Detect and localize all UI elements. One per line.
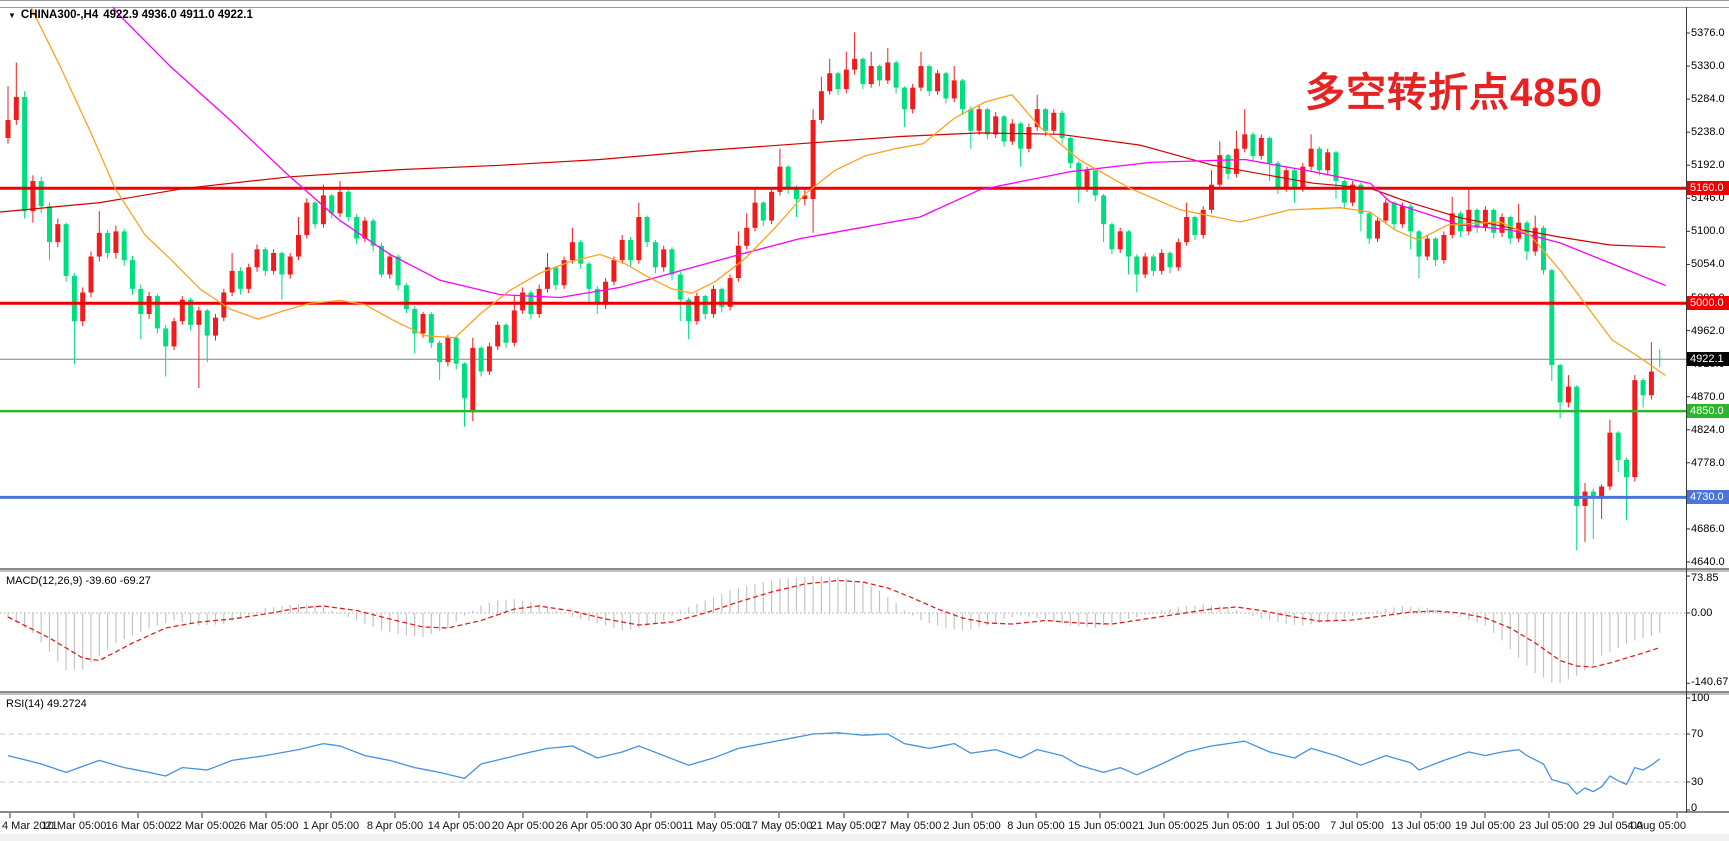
collapse-chart-icon[interactable]: ▼ (8, 10, 16, 20)
current-price-label: 4922.1 (1687, 352, 1729, 367)
price-axis-tick[interactable]: 5376.0 (1691, 27, 1725, 39)
rsi-axis-tick[interactable]: 70 (1691, 728, 1704, 740)
level-price-label: 4850.0 (1687, 404, 1729, 419)
time-axis-label[interactable]: 29 Jul 05:00 (1583, 820, 1643, 832)
time-axis-label[interactable]: 25 Jun 05:00 (1196, 820, 1260, 832)
macd-axis-zero[interactable]: 0.00 (1691, 607, 1713, 619)
chart-title: ▼ CHINA300-,H4 4922.9 4936.0 4911.0 4922… (8, 9, 253, 21)
main-price-panel[interactable] (0, 0, 1686, 551)
ma-magenta (111, 7, 1666, 299)
ma-orange (30, 7, 1666, 376)
window-top-divider (0, 0, 1729, 8)
time-axis-label[interactable]: 2 Jun 05:00 (943, 820, 1001, 832)
price-axis-tick[interactable]: 4824.0 (1691, 423, 1725, 436)
time-axis-label[interactable]: 8 Apr 05:00 (366, 820, 424, 832)
time-axis-label[interactable]: 13 Jul 05:00 (1391, 820, 1451, 832)
time-axis-label[interactable]: 19 Jul 05:00 (1455, 820, 1515, 832)
support-resistance-lines[interactable] (0, 186, 1686, 499)
time-axis-label[interactable]: 30 Apr 05:00 (619, 820, 683, 832)
bottom-strip (0, 834, 1729, 841)
time-axis-label[interactable]: 26 Apr 05:00 (555, 820, 619, 832)
price-axis-tick[interactable]: 5330.0 (1691, 60, 1725, 73)
price-axis-tick[interactable]: 5238.0 (1691, 126, 1725, 139)
rsi-panel[interactable] (0, 732, 1686, 795)
time-axis-label[interactable]: 22 Mar 05:00 (169, 820, 235, 832)
time-axis-label[interactable]: 8 Jun 05:00 (1007, 820, 1065, 832)
price-axis-tick[interactable]: 4778.0 (1691, 456, 1725, 469)
time-axis-label[interactable]: 21 Jun 05:00 (1132, 820, 1196, 832)
ma-red (0, 132, 1666, 248)
time-axis-label[interactable]: 14 Apr 05:00 (427, 820, 491, 832)
price-axis-tick[interactable]: 5100.0 (1691, 225, 1725, 238)
price-axis-tick[interactable]: 4870.0 (1691, 390, 1725, 403)
time-axis-label[interactable]: 1 Apr 05:00 (302, 820, 360, 832)
time-axis-label[interactable]: 16 Mar 05:00 (105, 820, 171, 832)
rsi-line (7, 732, 1661, 795)
rsi-axis-tick[interactable]: 0 (1691, 802, 1698, 814)
time-axis-label[interactable]: 11 May 05:00 (682, 820, 748, 832)
candles (5, 32, 1663, 551)
level-price-label: 5000.0 (1687, 296, 1729, 311)
time-axis-label[interactable]: 4 Mar 2021 (2, 820, 58, 832)
time-axis-label[interactable]: 27 May 05:00 (874, 820, 942, 832)
level-price-label: 4730.0 (1687, 490, 1729, 505)
price-axis-divider (1686, 7, 1687, 813)
rsi-axis-tick[interactable]: 100 (1691, 692, 1710, 704)
rsi-indicator-label: RSI(14) 49.2724 (6, 698, 87, 710)
price-axis-tick[interactable]: 4686.0 (1691, 522, 1725, 535)
macd-axis-max[interactable]: 73.85 (1691, 572, 1719, 585)
macd-indicator-label: MACD(12,26,9) -39.60 -69.27 (6, 575, 151, 587)
time-axis-label[interactable]: 21 May 05:00 (810, 820, 878, 832)
macd-panel[interactable] (0, 576, 1686, 683)
time-axis-label[interactable]: 26 Mar 05:00 (233, 820, 299, 832)
price-axis-tick[interactable]: 5192.0 (1691, 159, 1725, 172)
ohlc-quote-label: 4922.9 4936.0 4911.0 4922.1 (103, 9, 253, 21)
price-axis-tick[interactable]: 4962.0 (1691, 324, 1725, 337)
annotation-text[interactable]: 多空转折点4850 (1305, 71, 1603, 115)
time-axis-label[interactable]: 10 Mar 05:00 (41, 820, 107, 832)
time-axis-label[interactable]: 17 May 05:00 (745, 820, 813, 832)
time-axis-label[interactable]: 4 Aug 05:00 (1627, 820, 1686, 832)
price-axis-tick[interactable]: 5146.0 (1691, 192, 1725, 205)
time-axis-label[interactable]: 7 Jul 05:00 (1330, 820, 1384, 832)
macd-signal-line (7, 579, 1660, 668)
time-axis-label[interactable]: 15 Jun 05:00 (1068, 820, 1132, 832)
price-axis-tick[interactable]: 5284.0 (1691, 93, 1725, 106)
price-axis-tick[interactable]: 4640.0 (1691, 556, 1725, 568)
time-axis-label[interactable]: 20 Apr 05:00 (491, 820, 555, 832)
time-axis-label[interactable]: 1 Jul 05:00 (1266, 820, 1320, 832)
price-axis-tick[interactable]: 5054.0 (1691, 258, 1725, 271)
level-price-label: 5160.0 (1687, 181, 1729, 196)
time-axis-label[interactable]: 23 Jul 05:00 (1519, 820, 1579, 832)
symbol-period-label: CHINA300-,H4 (20, 9, 99, 21)
rsi-axis-tick[interactable]: 30 (1691, 776, 1704, 788)
macd-axis-min[interactable]: -140.67 (1691, 676, 1729, 689)
